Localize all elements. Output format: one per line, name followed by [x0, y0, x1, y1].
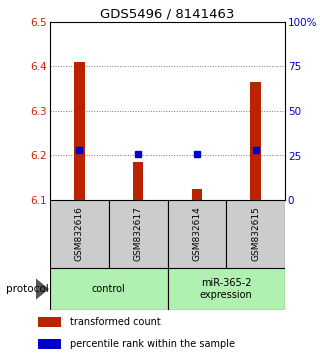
Text: protocol: protocol [6, 284, 49, 294]
Bar [74, 62, 85, 200]
Bar [38, 339, 61, 349]
FancyBboxPatch shape [50, 200, 109, 268]
Title: GDS5496 / 8141463: GDS5496 / 8141463 [100, 8, 235, 21]
FancyBboxPatch shape [167, 200, 226, 268]
Bar [133, 162, 143, 200]
Text: GSM832616: GSM832616 [75, 207, 84, 262]
Text: GSM832617: GSM832617 [134, 207, 143, 262]
Bar [38, 317, 61, 327]
Text: miR-365-2
expression: miR-365-2 expression [200, 278, 252, 300]
Bar [192, 189, 202, 200]
FancyBboxPatch shape [167, 268, 285, 310]
FancyBboxPatch shape [109, 200, 167, 268]
Text: transformed count: transformed count [70, 317, 161, 327]
Text: GSM832614: GSM832614 [192, 207, 201, 261]
Polygon shape [36, 279, 49, 299]
FancyBboxPatch shape [50, 268, 167, 310]
Text: control: control [92, 284, 126, 294]
Text: percentile rank within the sample: percentile rank within the sample [70, 339, 236, 349]
Text: GSM832615: GSM832615 [251, 207, 260, 262]
FancyBboxPatch shape [226, 200, 285, 268]
Bar [250, 82, 261, 200]
